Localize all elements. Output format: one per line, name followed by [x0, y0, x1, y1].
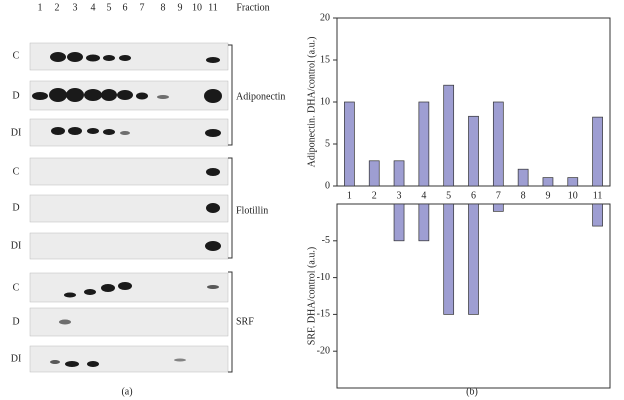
bar: [517, 168, 529, 187]
x-tick-label: 3: [397, 190, 402, 201]
x-tick-label: 2: [372, 190, 377, 201]
x-tick-label: 10: [568, 190, 578, 201]
y-tick-label: -5: [322, 235, 330, 246]
bar: [542, 177, 554, 187]
row-label: D: [12, 90, 19, 101]
row-label: C: [13, 282, 20, 293]
bar: [592, 116, 603, 187]
y-tick-label: -10: [317, 272, 330, 283]
fraction-title: Fraction: [236, 2, 269, 13]
group-brackets: [228, 44, 233, 373]
fraction-label: 11: [208, 2, 218, 13]
fraction-label: 8: [161, 2, 166, 13]
bar: [393, 160, 405, 187]
fraction-label: 2: [55, 2, 60, 13]
bar: [418, 101, 430, 187]
x-tick-label: 6: [471, 190, 476, 201]
caption: (b): [466, 386, 478, 397]
fraction-label: 7: [140, 2, 145, 13]
y-tick-label: 10: [320, 96, 330, 107]
row-label: D: [12, 316, 19, 327]
y-tick-label: -20: [317, 345, 330, 356]
caption: (a): [121, 386, 132, 397]
fraction-label: 4: [91, 2, 96, 13]
blot-strip: [29, 345, 229, 373]
bar: [468, 203, 479, 315]
x-tick-label: 8: [521, 190, 526, 201]
fraction-label: 1: [38, 2, 43, 13]
bar: [418, 203, 430, 242]
y-tick-label: 15: [320, 54, 330, 65]
fraction-label: 9: [178, 2, 183, 13]
bar: [492, 101, 504, 187]
row-label: DI: [11, 240, 22, 251]
row-label: D: [12, 202, 19, 213]
x-tick-label: 5: [446, 190, 451, 201]
fraction-label: 3: [73, 2, 78, 13]
bar: [443, 84, 455, 187]
y-axis-label: SRF. DHA/control (a.u.): [306, 247, 317, 345]
row-label: DI: [11, 127, 22, 138]
row-label: C: [13, 166, 20, 177]
y-tick-label: 20: [320, 12, 330, 23]
fraction-label: 6: [123, 2, 128, 13]
blot-strip: [29, 194, 229, 223]
group-label: SRF: [236, 316, 254, 327]
row-label: DI: [11, 353, 22, 364]
bar: [468, 115, 479, 187]
bar: [492, 203, 504, 212]
bar: [344, 101, 355, 187]
blot-panel: Fraction (a) (b): [29, 2, 478, 397]
bar: [592, 203, 603, 227]
blot-bands: [32, 52, 222, 367]
row-label: C: [13, 50, 20, 61]
bar: [368, 160, 380, 187]
x-tick-label: 1: [347, 190, 352, 201]
bar: [443, 203, 455, 315]
x-tick-label: 4: [421, 190, 426, 201]
blot-strip: [29, 157, 229, 186]
x-tick-label: 9: [545, 190, 550, 201]
y-tick-label: 5: [325, 138, 330, 149]
fraction-label: 5: [107, 2, 112, 13]
x-tick-label: 11: [593, 190, 603, 201]
fraction-label: 10: [192, 2, 202, 13]
y-tick-label: 0: [325, 180, 330, 191]
blot-strip: [29, 232, 229, 260]
group-label: Flotillin: [236, 205, 268, 216]
x-tick-label: 7: [496, 190, 501, 201]
y-axis-label: Adiponectin. DHA/control (a.u.): [306, 37, 317, 168]
group-label: Adiponectin: [236, 91, 285, 102]
bar: [567, 177, 579, 187]
y-tick-label: -15: [317, 309, 330, 320]
bar: [393, 203, 405, 242]
